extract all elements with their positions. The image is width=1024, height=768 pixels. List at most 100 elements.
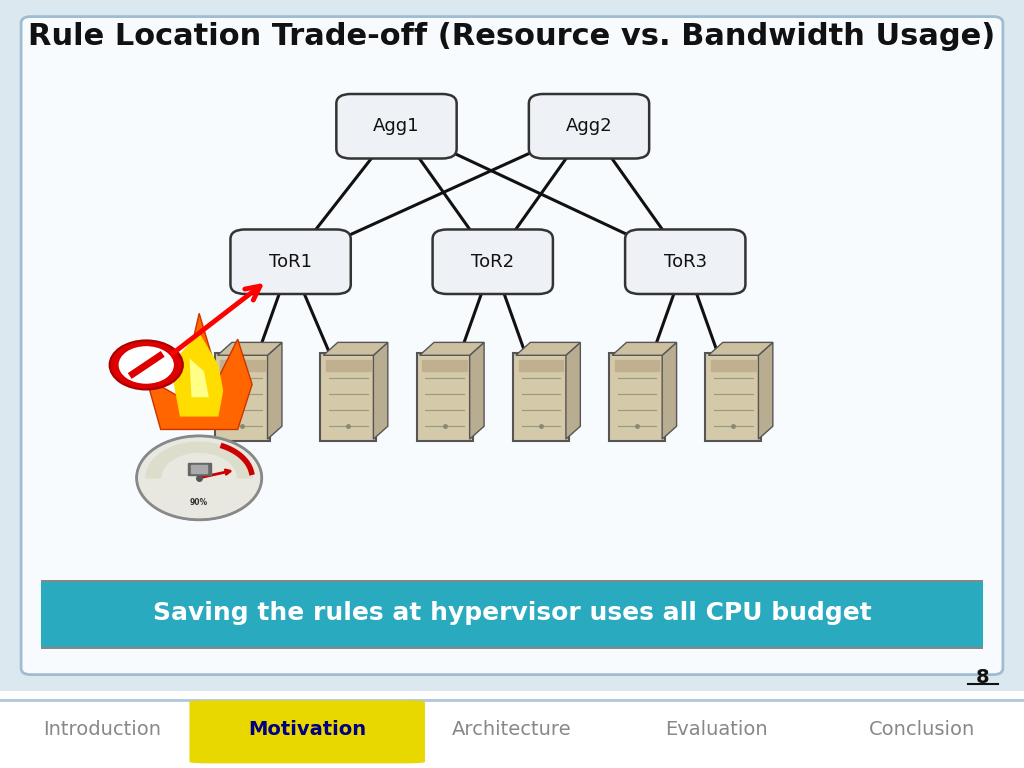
Wedge shape	[146, 471, 162, 474]
Wedge shape	[221, 449, 231, 457]
Wedge shape	[199, 442, 200, 452]
Polygon shape	[267, 343, 282, 439]
Wedge shape	[171, 447, 180, 456]
Wedge shape	[179, 445, 185, 454]
Wedge shape	[200, 442, 202, 452]
Polygon shape	[374, 343, 388, 439]
Wedge shape	[220, 449, 229, 457]
Wedge shape	[228, 454, 240, 462]
Wedge shape	[153, 461, 166, 466]
FancyBboxPatch shape	[8, 581, 1016, 648]
Wedge shape	[215, 445, 222, 455]
Wedge shape	[146, 473, 161, 475]
Wedge shape	[147, 468, 162, 472]
Wedge shape	[211, 444, 216, 453]
Wedge shape	[185, 443, 190, 453]
Text: Saving the rules at hypervisor uses all CPU budget: Saving the rules at hypervisor uses all …	[153, 601, 871, 625]
Polygon shape	[759, 343, 773, 439]
Wedge shape	[180, 445, 186, 454]
Circle shape	[110, 340, 183, 389]
Wedge shape	[177, 445, 184, 455]
Polygon shape	[420, 343, 484, 356]
Wedge shape	[226, 452, 238, 460]
Bar	[615, 359, 659, 372]
FancyBboxPatch shape	[513, 353, 568, 441]
Wedge shape	[227, 453, 239, 461]
Wedge shape	[224, 451, 236, 459]
Wedge shape	[237, 469, 251, 472]
FancyBboxPatch shape	[609, 353, 665, 441]
Wedge shape	[195, 442, 198, 452]
FancyBboxPatch shape	[625, 230, 745, 294]
Wedge shape	[147, 469, 162, 472]
Wedge shape	[176, 445, 183, 455]
Wedge shape	[169, 449, 178, 457]
FancyBboxPatch shape	[528, 94, 649, 158]
Wedge shape	[236, 467, 250, 471]
Text: 8: 8	[976, 668, 990, 687]
Wedge shape	[186, 443, 191, 453]
Wedge shape	[146, 477, 161, 478]
Polygon shape	[217, 343, 282, 356]
Wedge shape	[151, 462, 165, 468]
Wedge shape	[146, 472, 161, 475]
Wedge shape	[174, 446, 182, 455]
Wedge shape	[152, 462, 165, 467]
Wedge shape	[238, 475, 252, 477]
Text: Introduction: Introduction	[43, 720, 162, 739]
Wedge shape	[197, 442, 199, 452]
Wedge shape	[167, 449, 177, 457]
Polygon shape	[170, 333, 223, 416]
Wedge shape	[183, 444, 188, 453]
Wedge shape	[146, 475, 161, 476]
Polygon shape	[189, 359, 209, 397]
Bar	[519, 359, 563, 372]
Wedge shape	[238, 472, 252, 475]
Bar	[220, 359, 264, 372]
Wedge shape	[201, 442, 204, 452]
Wedge shape	[163, 451, 174, 459]
Polygon shape	[709, 343, 773, 356]
Wedge shape	[237, 470, 251, 473]
Wedge shape	[212, 445, 218, 454]
Wedge shape	[238, 475, 252, 476]
Wedge shape	[232, 459, 246, 465]
Wedge shape	[233, 462, 247, 467]
Wedge shape	[191, 442, 195, 452]
Text: ToR3: ToR3	[664, 253, 707, 271]
Wedge shape	[238, 473, 252, 475]
Wedge shape	[231, 458, 245, 465]
Wedge shape	[154, 458, 167, 465]
Wedge shape	[202, 442, 205, 452]
Wedge shape	[166, 449, 176, 458]
Wedge shape	[153, 459, 166, 465]
Wedge shape	[148, 465, 163, 470]
FancyBboxPatch shape	[432, 230, 553, 294]
Wedge shape	[208, 443, 213, 453]
FancyBboxPatch shape	[22, 17, 1002, 674]
Wedge shape	[234, 464, 248, 468]
Wedge shape	[233, 462, 248, 468]
Circle shape	[136, 436, 262, 520]
FancyBboxPatch shape	[230, 230, 351, 294]
Wedge shape	[237, 468, 251, 472]
Wedge shape	[223, 450, 233, 458]
Wedge shape	[216, 446, 224, 455]
FancyBboxPatch shape	[417, 353, 472, 441]
Wedge shape	[156, 457, 168, 463]
Wedge shape	[157, 456, 169, 462]
Wedge shape	[230, 458, 244, 464]
Wedge shape	[151, 464, 164, 468]
Wedge shape	[206, 443, 210, 452]
Wedge shape	[217, 446, 225, 455]
FancyBboxPatch shape	[189, 700, 425, 763]
Wedge shape	[237, 471, 252, 474]
Polygon shape	[612, 343, 677, 356]
Text: Architecture: Architecture	[453, 720, 571, 739]
Bar	[712, 359, 756, 372]
Text: 90%: 90%	[190, 498, 208, 507]
Wedge shape	[236, 465, 250, 470]
FancyBboxPatch shape	[336, 94, 457, 158]
Wedge shape	[182, 444, 187, 453]
Wedge shape	[155, 458, 168, 464]
